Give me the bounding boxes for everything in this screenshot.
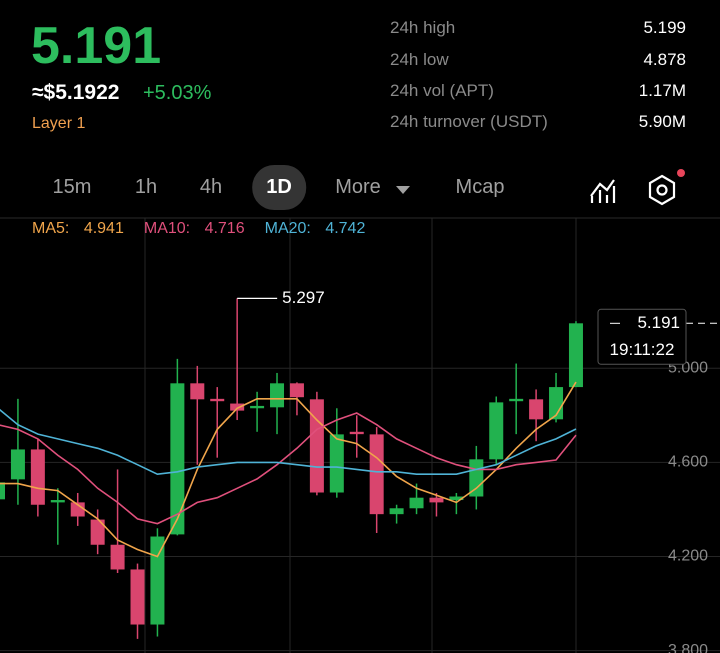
interval-tab[interactable]: 4h [199, 176, 223, 198]
notification-dot [677, 169, 685, 177]
candle-body [369, 434, 384, 515]
interval-tab[interactable]: 1h [134, 176, 158, 198]
stat-label: 24h high [390, 18, 456, 37]
candle-body [389, 508, 404, 515]
stat-label: 24h vol (APT) [390, 81, 494, 100]
candle-body [509, 398, 524, 402]
dropdown-arrow [396, 186, 410, 194]
candle-body [190, 383, 205, 400]
legend-name: MA5 [32, 220, 69, 237]
y-tick-label: 4.600 [668, 454, 708, 471]
stat-label: 24h turnover (USDT) [390, 112, 548, 131]
category-tag[interactable]: Layer 1 [32, 115, 86, 132]
candle-body [0, 482, 5, 500]
legend-value: 4.716 [204, 220, 245, 237]
candle-body [210, 398, 225, 402]
candle-body [250, 405, 265, 409]
stat-value: 5.90M [638, 112, 686, 131]
legend-name: MA20 [265, 220, 311, 237]
candle-body [50, 500, 65, 503]
interval-tab[interactable]: 1D [252, 165, 306, 210]
candle-body [568, 323, 583, 388]
candle-body [429, 497, 444, 503]
candle-body [130, 569, 145, 625]
candle-body [110, 544, 125, 570]
countdown: 19:11:22 [610, 340, 675, 359]
legend-item: MA20 4.742 [265, 220, 376, 237]
candle-body [349, 431, 364, 435]
stat-value: 5.199 [643, 18, 686, 37]
stat-value: 4.878 [643, 50, 686, 69]
interval-tab[interactable]: 15m [52, 176, 92, 198]
candle-body [289, 383, 304, 398]
interval-tab[interactable]: More [335, 176, 381, 198]
settings-icon[interactable] [648, 174, 676, 206]
interval-tab[interactable]: Mcap [455, 176, 505, 198]
legend-item: MA10 4.716 [144, 220, 255, 237]
candle-body [409, 497, 424, 509]
legend-item: MA5 4.941 [32, 220, 134, 237]
fiat-price: ≈$5.1922 [32, 81, 120, 104]
candle-body [489, 402, 504, 460]
legend-value: 4.742 [325, 220, 366, 237]
indicator-icon[interactable] [590, 179, 616, 203]
candle-body [170, 383, 185, 535]
y-tick-label: 4.200 [668, 548, 708, 565]
stat-value: 1.17M [638, 81, 686, 100]
y-tick-label: 3.800 [668, 642, 708, 653]
candle-body [329, 434, 344, 493]
price-change: +5.03% [143, 82, 212, 104]
candle-body [449, 496, 464, 501]
candle-body [549, 387, 564, 420]
ma-line [0, 408, 577, 476]
ma-legend: MA5 4.941 MA10 4.716 MA20 4.742 [32, 220, 385, 238]
candle-body [10, 449, 25, 480]
legend-name: MA10 [144, 220, 190, 237]
last-price: 5.191 [31, 17, 162, 75]
candle-body [309, 399, 324, 493]
legend-value: 4.941 [83, 220, 124, 237]
candle-body [150, 536, 165, 625]
price-label: 5.191 [637, 313, 680, 332]
high-label: 5.297 [282, 288, 325, 307]
candle-body [529, 399, 544, 420]
candle-body [230, 403, 245, 411]
candle-body [70, 502, 85, 517]
stat-label: 24h low [390, 50, 449, 69]
candle-body [270, 383, 285, 408]
candle-body [90, 519, 105, 545]
candle-body [30, 449, 45, 505]
ma-line [0, 381, 577, 558]
